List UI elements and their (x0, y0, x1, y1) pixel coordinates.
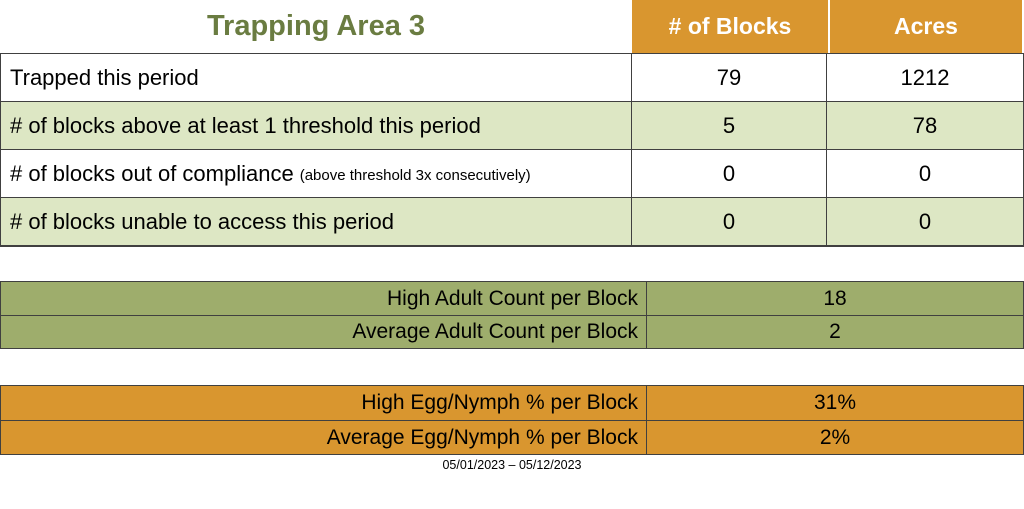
column-header-blocks: # of Blocks (632, 0, 828, 53)
table-row: Trapped this period 79 1212 (1, 53, 1023, 101)
acres-value: 78 (912, 112, 938, 138)
acres-value: 1212 (900, 64, 950, 90)
row-value: 2% (819, 425, 851, 449)
page-title: Trapping Area 3 (206, 10, 426, 42)
row-label: Average Egg/Nymph % per Block (1, 421, 647, 454)
row-label: High Adult Count per Block (1, 282, 647, 315)
column-header-acres: Acres (828, 0, 1022, 53)
row-value: 2 (829, 320, 841, 343)
table-row: # of blocks above at least 1 threshold t… (1, 101, 1023, 149)
acres-value: 0 (918, 160, 932, 186)
date-range: 05/01/2023 – 05/12/2023 (442, 458, 582, 472)
blocks-value: 5 (632, 102, 827, 149)
table-row: # of blocks unable to access this period… (1, 197, 1023, 245)
table-row: Average Egg/Nymph % per Block 2% (1, 420, 1023, 454)
adult-count-table: High Adult Count per Block 18 Average Ad… (0, 281, 1024, 349)
table-row: Average Adult Count per Block 2 (1, 315, 1023, 348)
row-label: Average Adult Count per Block (1, 316, 647, 348)
row-value: 31% (813, 391, 857, 414)
row-label: # of blocks above at least 1 threshold t… (10, 112, 481, 138)
blocks-value: 0 (632, 150, 827, 197)
row-label: Trapped this period (10, 64, 199, 90)
row-value: 18 (823, 286, 847, 310)
row-label: High Egg/Nymph % per Block (1, 386, 647, 420)
egg-nymph-table: High Egg/Nymph % per Block 31% Average E… (0, 385, 1024, 455)
table-row: High Egg/Nymph % per Block 31% (1, 386, 1023, 420)
row-label: # of blocks unable to access this period (10, 208, 395, 234)
main-table-header: Trapping Area 3 # of Blocks Acres (0, 0, 1024, 53)
blocks-value: 79 (632, 54, 827, 101)
blocks-value: 0 (632, 198, 827, 245)
table-row: High Adult Count per Block 18 (1, 282, 1023, 315)
row-label-note: (above threshold 3x consecutively) (299, 166, 531, 184)
table-row: # of blocks out of compliance (above thre… (1, 149, 1023, 197)
row-label: # of blocks out of compliance (10, 160, 294, 186)
main-table-body: Trapped this period 79 1212 # of blocks … (0, 53, 1024, 247)
acres-value: 0 (918, 208, 932, 234)
